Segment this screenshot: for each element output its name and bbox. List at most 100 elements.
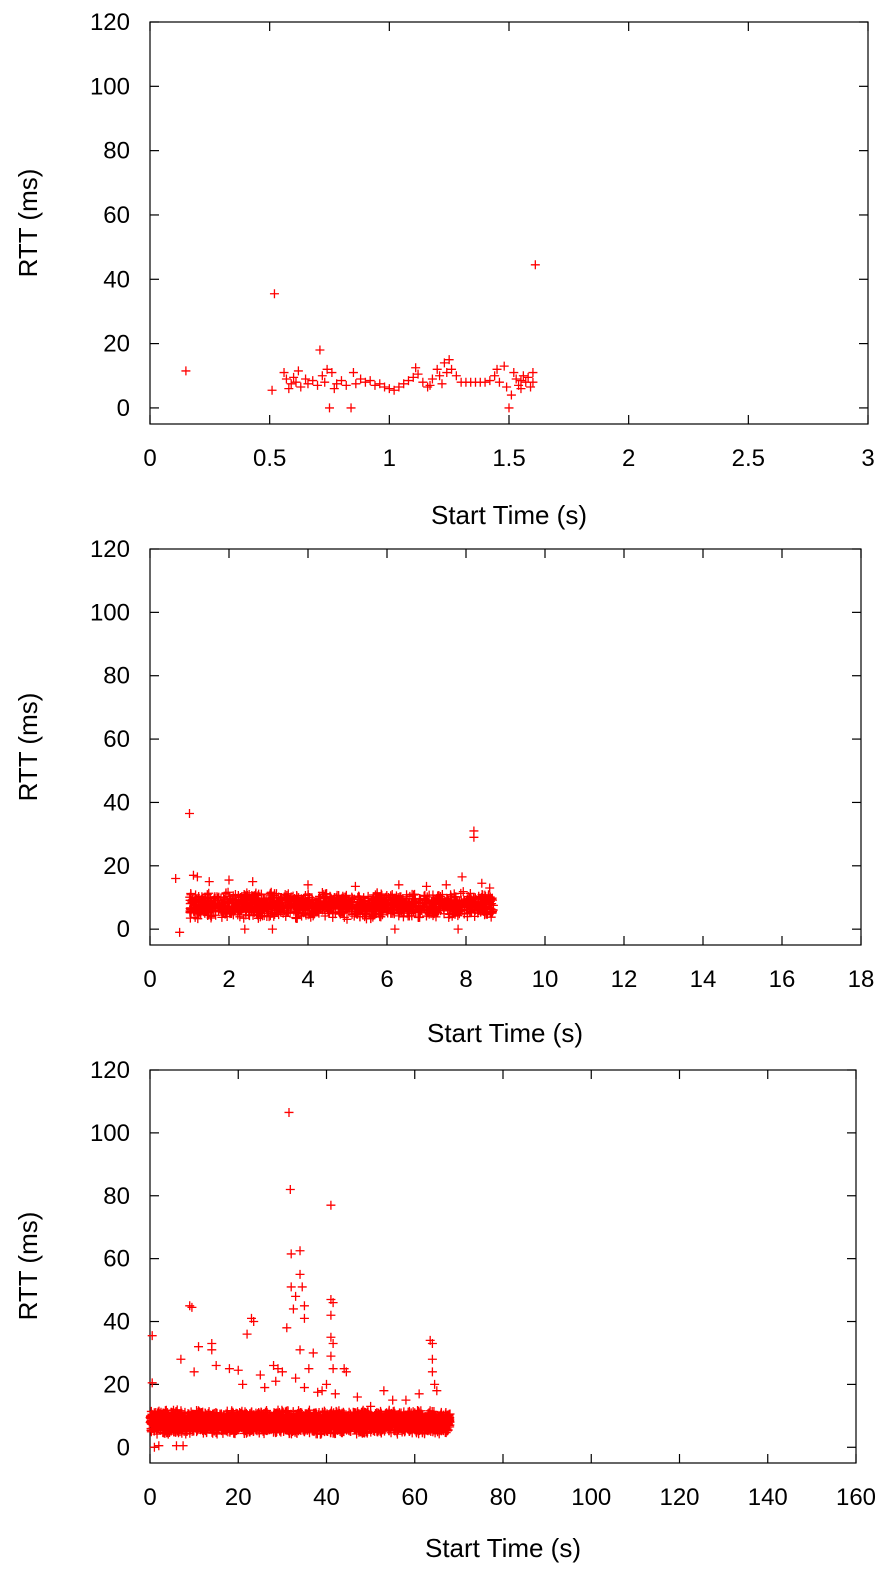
- data-point: [330, 1389, 340, 1399]
- data-point: [506, 390, 516, 400]
- data-point: [423, 904, 433, 914]
- data-point: [212, 902, 222, 912]
- y-tick-label: 120: [90, 9, 130, 36]
- data-point: [241, 891, 251, 901]
- data-point: [299, 1313, 309, 1323]
- data-point: [328, 1339, 338, 1349]
- data-point: [185, 809, 194, 819]
- data-point: [295, 1269, 305, 1279]
- data-point: [480, 377, 490, 387]
- data-point: [351, 379, 361, 389]
- data-point: [299, 1383, 309, 1393]
- data-point: [325, 891, 335, 901]
- data-point: [348, 898, 358, 908]
- data-point: [528, 368, 538, 378]
- data-point: [282, 1323, 292, 1333]
- y-tick-label: 120: [90, 536, 130, 563]
- y-tick-label: 60: [103, 726, 130, 753]
- data-point: [293, 366, 303, 376]
- data-point: [466, 907, 476, 917]
- x-tick-label: 6: [380, 966, 393, 993]
- data-point: [149, 1442, 159, 1452]
- data-point: [275, 904, 285, 914]
- data-point: [530, 260, 540, 270]
- data-point: [238, 1379, 248, 1389]
- data-point: [361, 914, 371, 924]
- data-point: [315, 345, 325, 355]
- data-point: [233, 910, 243, 920]
- y-tick-label: 80: [103, 1183, 130, 1210]
- data-point: [453, 924, 463, 934]
- data-point: [171, 873, 181, 883]
- data-point: [285, 1184, 295, 1194]
- data-point: [418, 377, 428, 387]
- data-point: [390, 924, 400, 934]
- data-point: [429, 896, 439, 906]
- data-point: [338, 891, 348, 901]
- data-point: [486, 895, 496, 905]
- data-point: [284, 384, 294, 394]
- data-point: [327, 368, 337, 378]
- data-point: [390, 897, 400, 907]
- data-point: [313, 380, 323, 390]
- data-point: [504, 403, 514, 413]
- data-points: [181, 260, 540, 413]
- data-point: [456, 895, 466, 905]
- data-point: [191, 897, 201, 907]
- data-point: [398, 912, 408, 922]
- data-point: [445, 905, 455, 915]
- data-point: [447, 364, 457, 374]
- data-point: [381, 900, 391, 910]
- plot-frame: [149, 21, 869, 425]
- data-point: [494, 377, 504, 387]
- data-point: [235, 912, 245, 922]
- x-tick-label: 14: [690, 966, 717, 993]
- data-point: [387, 903, 397, 913]
- data-point: [362, 902, 372, 912]
- data-point: [408, 900, 418, 910]
- data-point: [420, 896, 430, 906]
- data-point: [190, 912, 200, 922]
- axis-ticks: [149, 548, 862, 945]
- data-point: [242, 1329, 252, 1339]
- data-point: [303, 906, 313, 916]
- data-point: [339, 912, 349, 922]
- y-tick-label: 20: [103, 331, 130, 358]
- x-tick-label: 80: [490, 1484, 517, 1511]
- data-point: [308, 1348, 318, 1358]
- data-point: [446, 891, 456, 901]
- data-point: [256, 889, 266, 899]
- data-point: [502, 382, 512, 392]
- data-point: [300, 901, 310, 911]
- data-point: [212, 892, 222, 902]
- data-point: [419, 891, 429, 901]
- y-tick-label: 100: [90, 599, 130, 626]
- data-point: [267, 892, 277, 902]
- data-point: [284, 1107, 294, 1117]
- data-point: [193, 897, 203, 907]
- data-point: [357, 897, 367, 907]
- data-point: [291, 912, 301, 922]
- x-tick-label: 4: [301, 966, 314, 993]
- x-tick-label: 160: [836, 1484, 876, 1511]
- data-point: [526, 382, 536, 392]
- data-point: [360, 377, 370, 387]
- y-tick-label: 80: [103, 663, 130, 690]
- data-point: [403, 376, 413, 386]
- data-point: [486, 904, 496, 914]
- data-point: [458, 887, 468, 897]
- data-points: [145, 1107, 455, 1452]
- data-point: [297, 1282, 307, 1292]
- data-point: [291, 1291, 301, 1301]
- data-point: [365, 376, 375, 386]
- data-point: [332, 379, 342, 389]
- data-point: [361, 908, 371, 918]
- y-tick-label: 0: [117, 916, 130, 943]
- data-point: [147, 1331, 157, 1341]
- data-point: [425, 380, 435, 390]
- x-tick-label: 0.5: [253, 445, 286, 472]
- data-point: [224, 1364, 234, 1374]
